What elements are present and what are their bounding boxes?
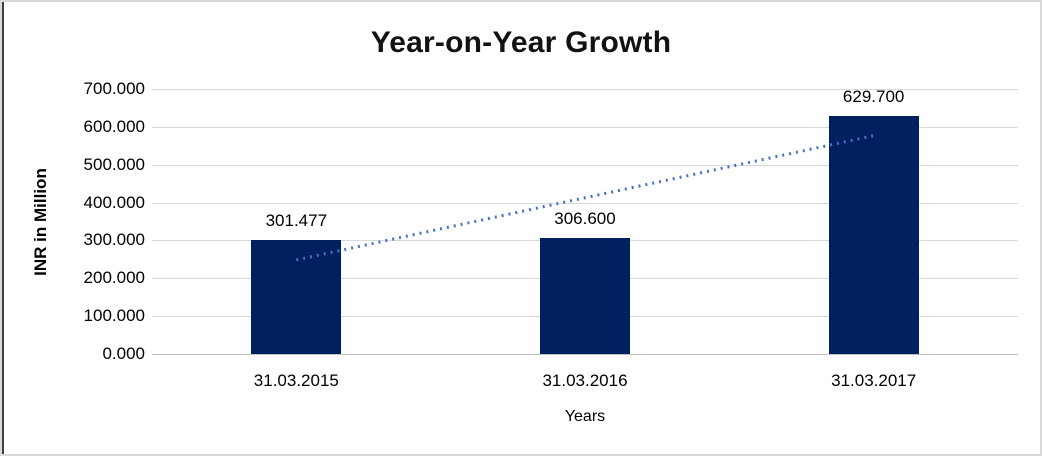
y-tick-label: 700.000 — [83, 79, 145, 98]
x-tick-label: 31.03.2016 — [542, 371, 628, 390]
chart-title: Year-on-Year Growth — [370, 26, 672, 59]
x-axis-line — [152, 354, 1018, 355]
y-tick-label: 200.000 — [83, 268, 145, 288]
gridline — [152, 126, 1018, 128]
x-tick-label: 31.03.2017 — [831, 371, 917, 390]
y-tick-label: 0.000 — [102, 344, 145, 363]
y-tick-label: 100.000 — [83, 306, 145, 326]
x-axis-title: Years — [564, 408, 606, 425]
left-border-line — [2, 2, 4, 454]
y-tick-label: 300.000 — [83, 230, 145, 250]
y-tick-label: 600.000 — [83, 116, 145, 136]
gridline — [152, 89, 1018, 90]
bar-31-03-2015 — [251, 239, 342, 354]
y-tick-label: 400.000 — [83, 192, 145, 212]
bar-31-03-2017 — [828, 115, 919, 354]
bar-31-03-2016 — [540, 237, 630, 354]
data-label: 301.477 — [265, 210, 328, 230]
y-tick-label: 500.000 — [83, 154, 145, 174]
data-label: 306.600 — [554, 208, 616, 228]
data-label: 629.700 — [842, 86, 905, 106]
x-tick-label: 31.03.2015 — [253, 371, 339, 390]
